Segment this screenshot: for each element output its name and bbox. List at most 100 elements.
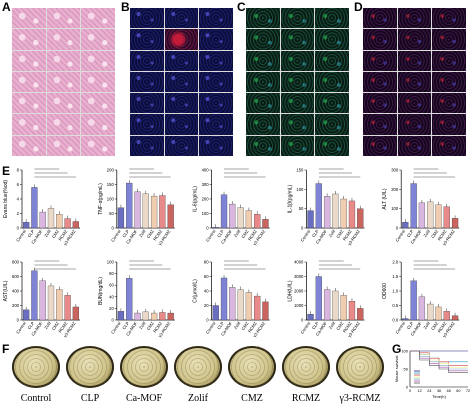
y-axis-label: OD600: [382, 283, 388, 299]
micrograph-cell: [246, 135, 280, 156]
micrograph-cell: [81, 93, 115, 114]
petri-dish-label: CLP: [80, 393, 100, 404]
x-tick-label: Zolif: [233, 228, 242, 238]
bar: [254, 295, 261, 321]
y-tick-label: 4: [17, 197, 20, 202]
y-axis-label: ALT (U/L): [382, 188, 388, 210]
y-tick-label: 200: [202, 197, 210, 202]
bar: [307, 210, 314, 229]
x-tick-label: CMZ: [51, 320, 61, 331]
x-tick-label: CLP: [406, 321, 415, 331]
petri-dish: [228, 346, 276, 388]
survival-line: [410, 350, 468, 373]
micrograph-cell: [46, 71, 81, 93]
y-tick-label: 100: [107, 197, 115, 202]
y-axis-label: LDH(U/L): [287, 280, 293, 301]
y-axis-label: BUN(mg/dL): [98, 277, 104, 305]
y-axis-label: Cr(μmol/L): [193, 279, 199, 303]
micrograph-cell: [363, 8, 397, 29]
y-tick-label: 100: [391, 206, 399, 211]
bar: [150, 312, 158, 321]
bar: [212, 305, 219, 321]
y-tick-label: 800: [12, 260, 20, 265]
x-tick-label: CLP: [311, 321, 320, 331]
y-tick-label: 3000: [294, 274, 304, 279]
bar: [237, 289, 244, 321]
panel-label-d: D: [354, 0, 363, 14]
micrograph-cell: [81, 29, 115, 50]
micrograph-cell: [12, 8, 46, 29]
x-tick-label: CMZ: [146, 228, 156, 239]
petri-dish-label: γ3-RCMZ: [339, 393, 381, 404]
micrograph-cell: [46, 29, 81, 50]
y-tick-label: 4000: [294, 260, 304, 265]
bar: [418, 202, 426, 229]
bar: [142, 311, 149, 321]
petri-dish-label: RCMZ: [291, 393, 321, 404]
x-tick-label: 36: [437, 389, 441, 393]
bar: [245, 292, 253, 321]
x-tick-label: 72: [466, 389, 470, 393]
x-tick-label: CLP: [121, 321, 130, 331]
micrograph-cell: [315, 93, 349, 114]
y-tick-label: 60: [109, 283, 114, 288]
panel-label-c: C: [237, 0, 246, 14]
micrograph-cell: [432, 50, 466, 71]
micrograph-cell: [12, 71, 46, 93]
bar: [323, 289, 331, 321]
micrograph-cell: [46, 93, 81, 114]
bar: [410, 183, 417, 229]
x-tick-label: Zolif: [138, 320, 147, 330]
x-tick-label: RCMZ: [57, 320, 68, 333]
micrograph-cell: [280, 71, 315, 93]
bar: [220, 194, 228, 229]
y-tick-label: 400: [202, 168, 210, 173]
x-tick-label: RCMZ: [152, 320, 163, 333]
y-tick-label: 50: [299, 206, 304, 211]
petri-dish: [174, 346, 222, 388]
y-tick-label: 150: [296, 168, 304, 173]
bar: [443, 311, 450, 321]
y-tick-label: 1.5: [392, 274, 398, 279]
y-tick-label: 0: [396, 226, 399, 231]
micrograph-cell: [199, 50, 233, 71]
y-tick-label: 0: [301, 318, 304, 323]
bar: [126, 278, 133, 321]
micrograph-cell: [164, 71, 199, 93]
bar: [126, 182, 133, 229]
y-tick-label: 100: [107, 260, 115, 265]
panel-label-a: A: [2, 0, 11, 14]
micrograph-cell: [130, 93, 164, 114]
micrograph-cell: [315, 8, 349, 29]
x-tick-label: CLP: [121, 229, 130, 239]
y-tick-label: 400: [12, 289, 20, 294]
micrograph-cell: [397, 8, 432, 29]
micrograph-cell: [280, 29, 315, 50]
panel-label-b: B: [121, 0, 130, 14]
petri-dish: [12, 346, 60, 388]
x-tick-label: Zolif: [138, 228, 147, 238]
x-tick-label: Zolif: [422, 228, 431, 238]
micrograph-cell: [246, 8, 280, 29]
bar: [150, 195, 158, 229]
micrograph-cell: [164, 50, 199, 71]
x-tick-label: CMZ: [240, 228, 250, 239]
bar: [427, 201, 434, 229]
micrograph-cell: [280, 93, 315, 114]
bar: [47, 208, 55, 229]
bar: [357, 208, 364, 229]
bar: [340, 198, 347, 229]
micrograph-cell: [280, 135, 315, 156]
petri-dish-label: Control: [20, 393, 52, 404]
micrograph-cell: [199, 135, 233, 156]
y-tick-label: 0: [301, 226, 304, 231]
micrograph-cell: [81, 50, 115, 71]
micrograph-cell: [397, 135, 432, 156]
bar: [39, 211, 46, 229]
x-tick-label: Control: [394, 321, 406, 335]
bar: [332, 193, 339, 229]
bar: [134, 191, 141, 229]
